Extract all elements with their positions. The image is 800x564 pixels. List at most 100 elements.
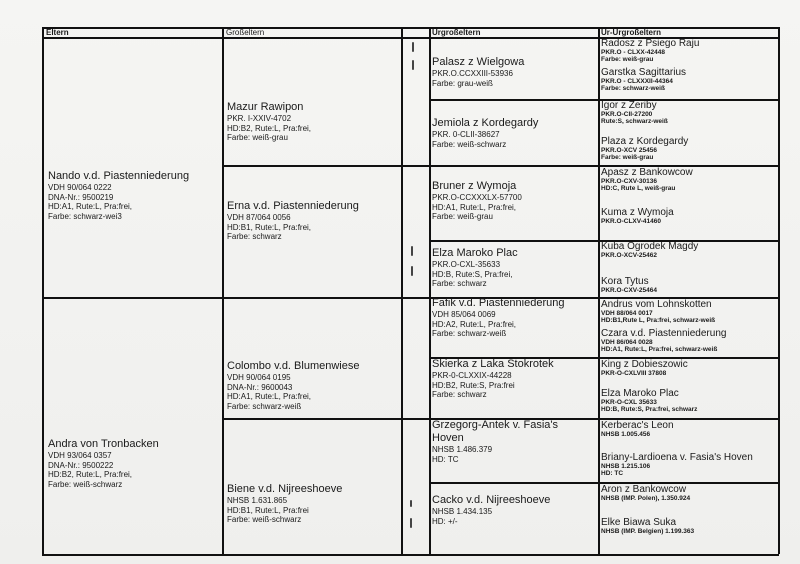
dog-detail: Farbe: weiß-schwarz	[432, 139, 507, 149]
grid-line	[598, 27, 600, 554]
great-great-grandparent-entry: Elke Biawa Suka NHSB (IMP. Belgien) 1.199…	[601, 517, 694, 535]
dog-name: Kuma z Wymoja	[601, 207, 674, 218]
dog-detail: HD:A1, Rute:L, Pra:frei,	[227, 392, 312, 402]
dog-detail: VDH 90/064 0195	[227, 373, 291, 383]
dog-name: Cacko v.d. Nijreeshoeve	[432, 494, 551, 506]
great-great-grandparent-entry: Andrus vom Lohnskotten VDH 88/064 0017 HD:…	[601, 299, 715, 324]
dog-detail: PKR.O-CLXV-41460	[601, 218, 661, 225]
dog-detail: PKR.O.CCXXIII-53936	[432, 69, 513, 79]
grid-line	[778, 27, 780, 554]
grandparent-entry: Mazur Rawipon PKR. I-XXIV-4702 HD:B2, Rute…	[227, 101, 311, 143]
grid-line	[42, 554, 779, 556]
dog-name: Apasz z Bankowcow	[601, 167, 693, 178]
dog-detail: HD:B, Rute:S, Pra:frei,	[432, 269, 513, 279]
great-great-grandparent-entry: Czara v.d. Piastenniederung VDH 86/064 00…	[601, 328, 726, 353]
header-grandparents: Großeltern	[226, 28, 265, 37]
dog-detail: Rute:S, schwarz-weiß	[601, 118, 668, 126]
dog-detail: HD: +/-	[432, 516, 458, 526]
great-great-grandparent-entry: Apasz z Bankowcow PKR.O-CXV-30136 HD:C, Ru…	[601, 167, 693, 192]
dog-name: Colombo v.d. Blumenwiese	[227, 360, 360, 372]
dog-detail: Farbe: schwarz-weiß	[432, 329, 507, 339]
dog-name: Nando v.d. Piastenniederung	[48, 170, 190, 182]
great-grandparent-entry: Palasz z Wielgowa PKR.O.CCXXIII-53936 Farb…	[432, 56, 524, 88]
dog-name: Jemiola z Kordegardy	[432, 117, 539, 129]
dog-detail: Farbe: weiß-grau	[601, 154, 654, 162]
pen-mark	[410, 500, 412, 507]
dog-detail: HD:B2, Rute:S, Pra:frei	[432, 380, 515, 390]
dog-detail: HD:B1, Rute:L, Pra:frei	[227, 505, 309, 515]
dog-detail: NHSB 1.434.135	[432, 507, 493, 517]
grid-line	[429, 99, 778, 101]
grid-line	[401, 27, 403, 554]
dog-detail: PKR.O-CXL-35633	[432, 260, 501, 270]
dog-detail: HD:B, Rute:S, Pra:frei, schwarz	[601, 406, 698, 414]
great-great-grandparent-entry: Aron z Bankowcow NHSB (IMP. Polen), 1.350…	[601, 484, 690, 502]
dog-detail: Farbe: schwarz-weiß	[227, 401, 302, 411]
dog-detail: DNA-Nr.: 9500222	[48, 460, 114, 470]
dog-detail: DNA-Nr.: 9500219	[48, 192, 114, 202]
dog-detail: HD:B2, Rute:L, Pra:frei,	[227, 123, 312, 133]
dog-name: Grzegorg-Antek v. Fasia's Hoven	[432, 419, 558, 445]
great-grandparent-entry: Elza Maroko Plac PKR.O-CXL-35633 HD:B, Rut…	[432, 247, 518, 289]
pen-mark	[412, 42, 414, 52]
grid-line	[222, 27, 224, 554]
dog-detail: NHSB 1.631.865	[227, 496, 288, 506]
dog-name: King z Dobieszowic	[601, 359, 688, 370]
header-great-grandparents: Urgroßeltern	[432, 28, 481, 37]
grid-line	[42, 27, 44, 554]
dog-name: Plaza z Kordegardy	[601, 136, 689, 147]
grandparent-entry: Erna v.d. Piastenniederung VDH 87/064 005…	[227, 200, 359, 242]
dog-name: Fafik v.d. Piastenniederung	[432, 297, 565, 309]
great-great-grandparent-entry: King z Dobieszowic PKR-O-CXLVIII 37808	[601, 359, 688, 377]
great-great-grandparent-entry: Plaza z Kordegardy PKR.O-XCV 25456 Farbe: …	[601, 136, 688, 161]
dog-detail: Farbe: weiß-schwarz	[48, 479, 123, 489]
grid-line	[222, 418, 778, 420]
dog-detail: Farbe: schwarz-wei3	[48, 211, 122, 221]
parent-entry: Andra von Tronbacken VDH 93/064 0357 DNA-N…	[48, 438, 159, 490]
great-great-grandparent-entry: Radosz z Psiego Raju PKR.O - CLXX-42448 Fa…	[601, 38, 699, 63]
dog-detail: PKR.O-XCV 25456	[601, 147, 657, 154]
dog-name: Igor z Zeriby	[601, 100, 657, 111]
great-grandparent-entry: Bruner z Wymoja PKR.O-CCXXXLX-57700 HD:A1,…	[432, 180, 522, 222]
great-grandparent-entry: Fafik v.d. Piastenniederung VDH 85/064 00…	[432, 297, 564, 339]
grid-line	[42, 297, 778, 299]
dog-detail: NHSB (IMP. Polen), 1.350.924	[601, 495, 691, 502]
header-great-great-grandparents: Ur-Urgroßeltern	[601, 28, 662, 37]
dog-detail: NHSB 1.215.106	[601, 463, 651, 470]
grid-line	[429, 240, 778, 242]
dog-detail: PKR-0-CLXXIX-44228	[432, 371, 512, 381]
header-parents: Eltern	[46, 28, 69, 37]
grid-line	[42, 27, 778, 29]
dog-name: Elza Maroko Plac	[432, 247, 518, 259]
dog-detail: DNA-Nr.: 9600043	[227, 382, 293, 392]
dog-detail: HD: TC	[432, 454, 459, 464]
dog-name: Erna v.d. Piastenniederung	[227, 200, 359, 212]
dog-detail: PKR-O-CXLVIII 37808	[601, 370, 667, 377]
dog-detail: Farbe: weiß-grau	[601, 56, 654, 64]
great-grandparent-entry: Cacko v.d. Nijreeshoeve NHSB 1.434.135 HD:…	[432, 494, 550, 526]
dog-detail: HD:A1, Rute:L, Pra:frei,	[432, 202, 517, 212]
great-great-grandparent-entry: Briany-Lardioena v. Fasia's Hoven NHSB 1.…	[601, 452, 753, 477]
great-grandparent-entry: Grzegorg-Antek v. Fasia's Hoven NHSB 1.48…	[432, 419, 592, 465]
dog-detail: PKR.O - CLXXXII-44364	[601, 78, 673, 85]
dog-name: Palasz z Wielgowa	[432, 56, 525, 68]
dog-name: Mazur Rawipon	[227, 101, 304, 113]
dog-detail: HD:A1, Rute:L, Pra:frei,	[48, 202, 133, 212]
dog-name: Kora Tytus	[601, 276, 649, 287]
great-grandparent-entry: Skierka z Laka Stokrotek PKR-0-CLXXIX-442…	[432, 358, 554, 400]
pen-mark	[411, 246, 413, 256]
dog-name: Kuba Ogrodek Magdy	[601, 241, 699, 252]
dog-detail: Farbe: weiß-schwarz	[227, 515, 302, 525]
dog-detail: Farbe: weiß-grau	[227, 133, 288, 143]
dog-name: Andra von Tronbacken	[48, 438, 159, 450]
dog-detail: PKR.O-CXV-30136	[601, 178, 657, 185]
dog-name: Andrus vom Lohnskotten	[601, 299, 712, 310]
dog-detail: PKR.O - CLXX-42448	[601, 49, 665, 56]
parent-entry: Nando v.d. Piastenniederung VDH 90/064 02…	[48, 170, 189, 222]
dog-detail: PKR. I-XXIV-4702	[227, 114, 292, 124]
dog-detail: HD:B1,Rute L, Pra:frei, schwarz-weiß	[601, 317, 716, 325]
dog-detail: HD: TC	[601, 470, 624, 478]
grandparent-entry: Biene v.d. Nijreeshoeve NHSB 1.631.865 HD:…	[227, 483, 342, 525]
dog-detail: NHSB 1.005.456	[601, 431, 651, 438]
